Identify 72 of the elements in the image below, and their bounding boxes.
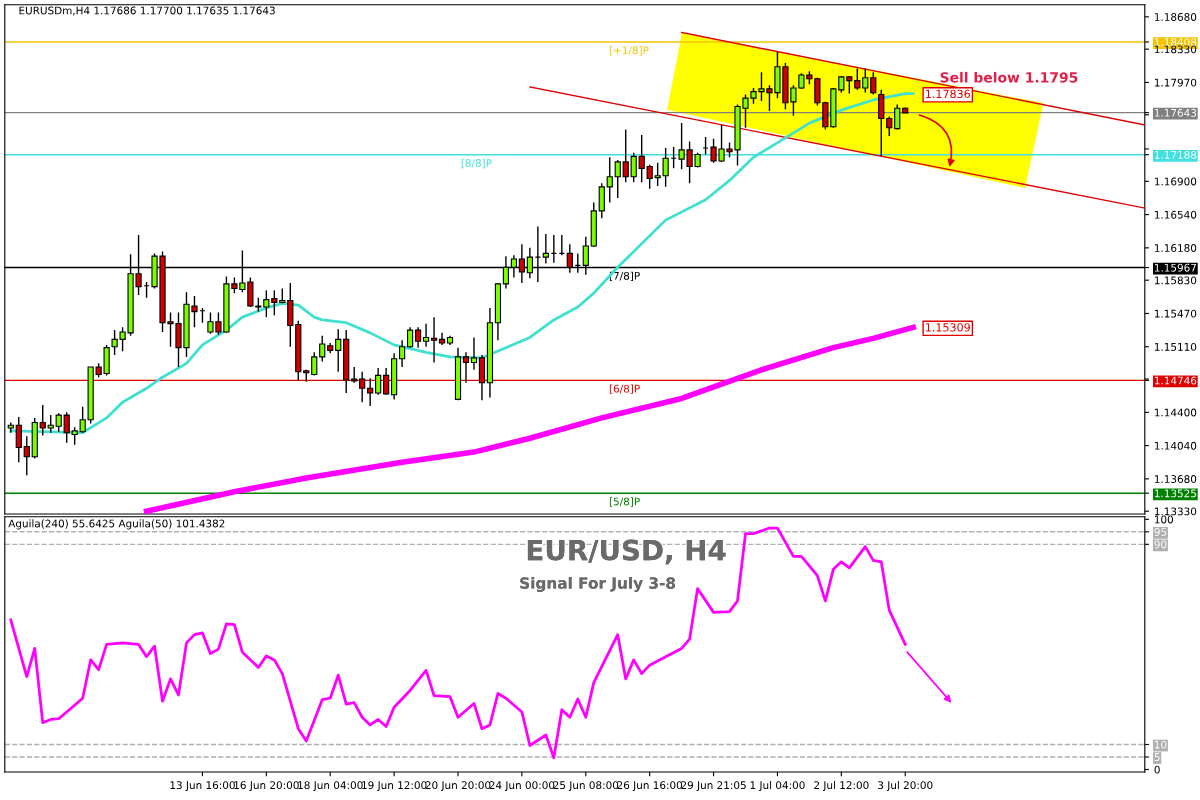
y-tick-label: 1.17970 [1154,78,1197,87]
chart-subtitle: Aguila(240) 55.6425 Aguila(50) 101.4382 [8,519,225,530]
x-tick-label: 19 Jun 12:00 [362,781,427,792]
x-tick-label: 25 Jun 08:00 [553,781,619,792]
y-tick-label: 1.14400 [1154,408,1197,417]
candlestick [23,435,30,476]
ref-line-label: [+1/8]P [609,46,649,56]
candlestick [398,339,406,368]
y-tick-label: 1.14746 [1154,376,1197,385]
x-tick-label: 1 Jul 04:00 [750,781,805,792]
candlestick [406,326,414,349]
candlestick [39,404,46,437]
annotation: 1.15309 [926,323,970,332]
x-tick-label: 26 Jun 16:00 [617,781,683,792]
candlestick [606,156,613,204]
x-tick-label: 18 Jun 04:00 [298,781,363,792]
y-tick-label: 1.14040 [1154,441,1197,450]
y-tick-label: 100 [1154,515,1174,524]
candlestick [359,370,366,403]
candlestick [383,367,390,396]
annotation: 1.17836 [926,89,971,99]
annotation: Signal For July 3-8 [520,576,676,592]
candlestick [886,115,893,137]
y-tick-label: 1.15830 [1154,276,1197,285]
candlestick [375,367,382,396]
y-tick-label: 1.18680 [1154,13,1197,21]
annotation: Sell below 1.1795 [940,71,1078,83]
y-tick-label: 1.17188 [1154,150,1197,159]
candlestick [422,322,430,348]
candlestick [367,377,374,407]
y-tick-label: 0 [1154,765,1160,774]
x-tick-label: 24 Jun 00:00 [489,781,555,792]
x-tick-label: 20 Jun 20:00 [425,781,491,792]
y-tick-label: 1.15470 [1154,309,1197,318]
y-tick-label: 1.15967 [1154,263,1197,272]
annotation: EUR/USD, H4 [527,539,726,565]
y-tick-label: 1.17643 [1154,108,1197,117]
y-tick-label: 95 [1154,528,1167,536]
ref-line-label: [8/8]P [461,158,492,169]
y-tick-label: 1.16180 [1154,244,1197,252]
y-tick-label: 1.13680 [1154,475,1197,483]
candlestick [319,334,326,363]
x-tick-label: 13 Jun 16:00 [170,781,235,792]
candlestick [542,233,549,265]
candlestick [414,326,422,349]
candlestick [470,336,478,371]
candlestick [351,366,358,384]
x-tick-label: 2 Jul 12:00 [814,781,869,792]
candlestick [430,316,438,364]
y-tick-label: 1.16540 [1154,210,1197,219]
chart-title: EURUSDm,H4 1.17686 1.17700 1.17635 1.17643 [19,6,275,16]
y-tick-label: 5 [1154,753,1160,762]
candlestick [15,416,22,463]
candlestick [870,71,877,96]
x-tick-label: 16 Jun 20:00 [234,781,299,792]
candlestick [894,103,901,131]
candlestick [462,351,470,384]
y-tick-label: 1.16900 [1154,177,1197,186]
ref-line-label: [5/8]P [609,497,640,507]
candlestick [335,328,342,373]
x-tick-label: 3 Jul 20:00 [878,781,933,792]
line-series [9,92,915,435]
ref-line-label: [7/8]P [609,271,640,281]
y-tick-label: 1.13330 [1154,507,1197,516]
ref-line-label: [6/8]P [609,384,640,394]
y-tick-label: 1.18408 [1154,38,1197,47]
y-tick-label: 10 [1154,740,1167,749]
x-tick-label: 29 Jun 21:05 [681,781,746,792]
y-tick-label: 1.13525 [1154,489,1196,498]
candlestick [614,159,621,199]
y-tick-label: 90 [1154,540,1167,549]
y-tick-label: 1.15110 [1154,342,1197,351]
